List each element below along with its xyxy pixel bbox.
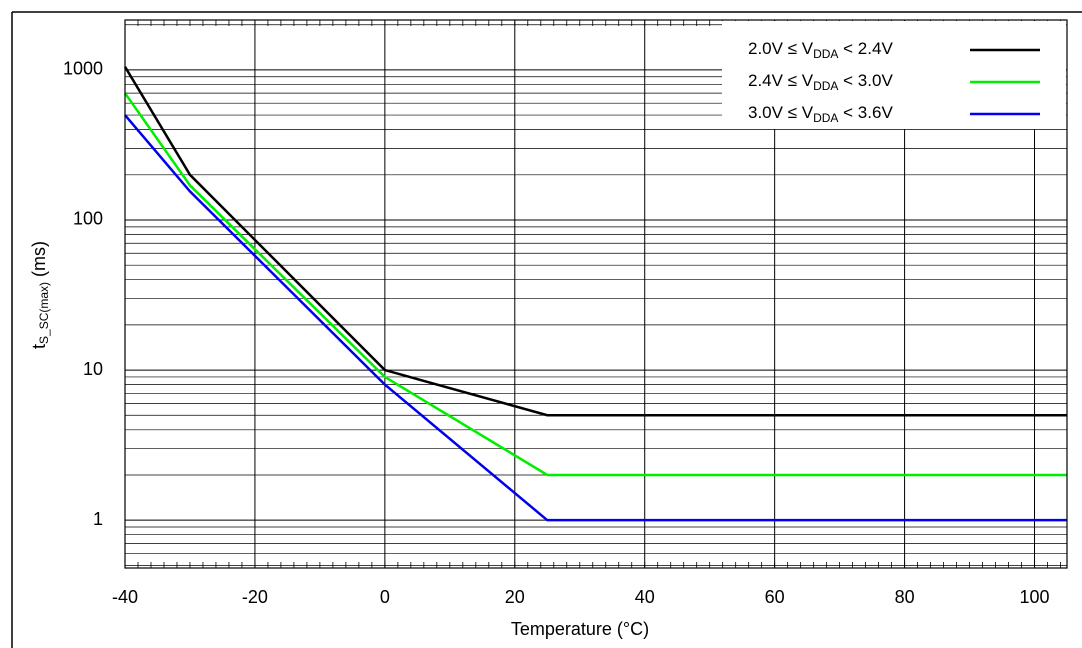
legend-text: 2.4V ≤ V bbox=[748, 71, 814, 90]
legend-sub: DDA bbox=[813, 111, 838, 125]
legend-sub: DDA bbox=[813, 47, 838, 61]
legend-text: < 3.6V bbox=[838, 103, 893, 122]
legend-text: < 2.4V bbox=[838, 39, 893, 58]
y-tick-label: 100 bbox=[73, 209, 103, 229]
plot-border bbox=[124, 19, 1068, 569]
x-tick-label: -40 bbox=[112, 587, 138, 607]
x-tick-label: 100 bbox=[1019, 587, 1049, 607]
legend-text: < 3.0V bbox=[838, 71, 893, 90]
x-tick-label: 20 bbox=[505, 587, 525, 607]
legend-sub: DDA bbox=[813, 79, 838, 93]
legend-text: 3.0V ≤ V bbox=[748, 103, 814, 122]
line-series bbox=[124, 114, 1067, 522]
legend-box bbox=[722, 21, 1066, 129]
y-tick-label: 1000 bbox=[63, 59, 103, 79]
line-series bbox=[123, 66, 1067, 417]
x-tick-label: 0 bbox=[380, 587, 390, 607]
x-tick-label: 60 bbox=[765, 587, 785, 607]
legend-label: 3.0V ≤ VDDA < 3.6V bbox=[748, 103, 893, 125]
legend-label: 2.0V ≤ VDDA < 2.4V bbox=[748, 39, 893, 61]
y-tick-label: 10 bbox=[83, 359, 103, 379]
legend-text: 2.0V ≤ V bbox=[748, 39, 814, 58]
x-tick-label: 40 bbox=[635, 587, 655, 607]
y-tick-label: 1 bbox=[93, 509, 103, 529]
x-tick-label: 80 bbox=[895, 587, 915, 607]
legend-label: 2.4V ≤ VDDA < 3.0V bbox=[748, 71, 893, 93]
y-axis-label: tS_SC(max) (ms) bbox=[29, 241, 51, 349]
x-axis-label: Temperature (°C) bbox=[511, 619, 649, 639]
x-tick-label: -20 bbox=[242, 587, 268, 607]
line-series bbox=[123, 92, 1067, 477]
